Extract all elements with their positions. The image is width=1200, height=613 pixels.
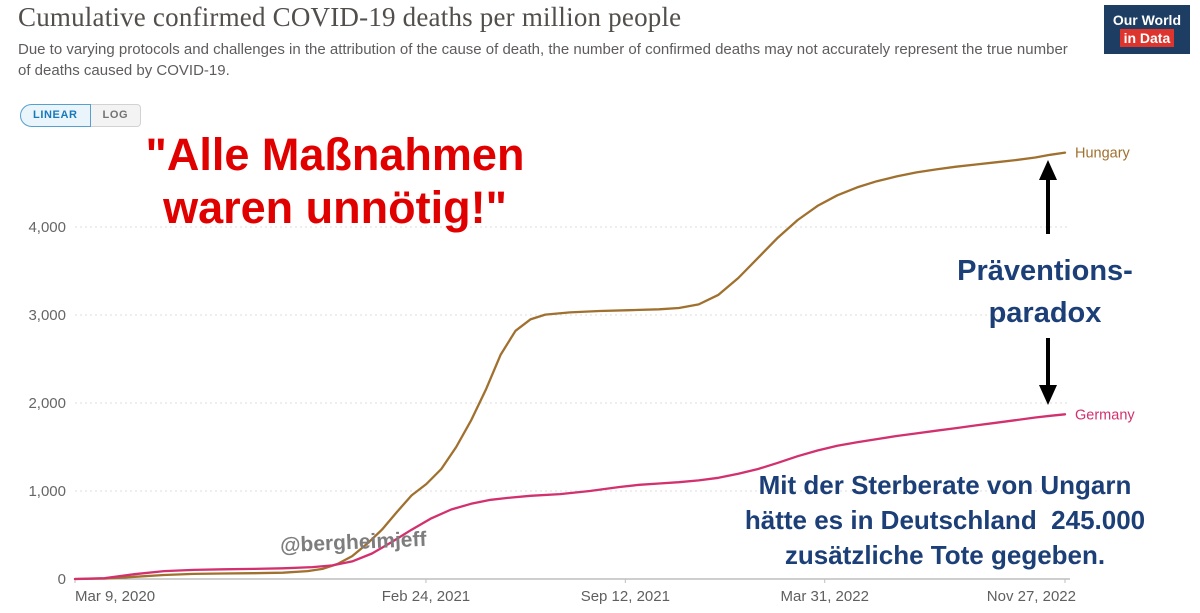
- page-subtitle: Due to varying protocols and challenges …: [18, 41, 1068, 79]
- x-tick-label: Sep 12, 2021: [581, 588, 670, 605]
- y-tick-label: 3,000: [28, 307, 66, 324]
- series-line-germany: [73, 413, 1067, 581]
- annotation-claim-line1: "Alle Maßnahmen: [145, 129, 525, 180]
- annotation-claim: "Alle Maßnahmen waren unnötig!": [80, 128, 590, 234]
- logo-line2: in Data: [1119, 29, 1175, 48]
- linear-toggle-button[interactable]: LINEAR: [20, 104, 91, 127]
- series-label-hungary: Hungary: [1075, 146, 1131, 162]
- paradox-line2: paradox: [988, 297, 1102, 330]
- series-label-germany: Germany: [1075, 407, 1135, 423]
- paradox-line1: Präventions-: [957, 255, 1133, 287]
- logo-line1: Our World: [1112, 12, 1181, 28]
- annotation-praeventionsparadox: Präventions- paradox: [935, 250, 1155, 334]
- x-tick-label: Nov 27, 2022: [987, 588, 1076, 605]
- x-tick-label: Mar 31, 2022: [781, 588, 869, 605]
- counterfactual-line3: zusätzliche Tote gegeben.: [784, 540, 1106, 571]
- counterfactual-line1: Mit der Sterberate von Ungarn: [758, 470, 1132, 500]
- series-line-hungary: [73, 151, 1067, 581]
- watermark: @bergheimjeff: [279, 527, 427, 558]
- x-tick-label: Mar 9, 2020: [75, 588, 155, 605]
- annotation-counterfactual: Mit der Sterberate von Ungarn hätte es i…: [700, 468, 1190, 573]
- page-title: Cumulative confirmed COVID-19 deaths per…: [18, 2, 682, 32]
- x-tick-label: Feb 24, 2021: [382, 588, 470, 605]
- scale-toggle: LINEAR LOG: [20, 104, 142, 127]
- owid-logo: Our World in Data: [1103, 5, 1190, 55]
- arrow-down-icon: [1035, 338, 1061, 411]
- log-toggle-button[interactable]: LOG: [90, 104, 142, 127]
- arrow-up-icon: [1035, 160, 1061, 241]
- y-tick-label: 2,000: [28, 395, 66, 412]
- y-tick-label: 4,000: [28, 219, 66, 236]
- y-tick-label: 0: [58, 571, 66, 588]
- annotation-claim-line2: waren unnötig!": [163, 182, 507, 234]
- counterfactual-line2: hätte es in Deutschland 245.000: [744, 505, 1146, 536]
- y-tick-label: 1,000: [28, 483, 66, 500]
